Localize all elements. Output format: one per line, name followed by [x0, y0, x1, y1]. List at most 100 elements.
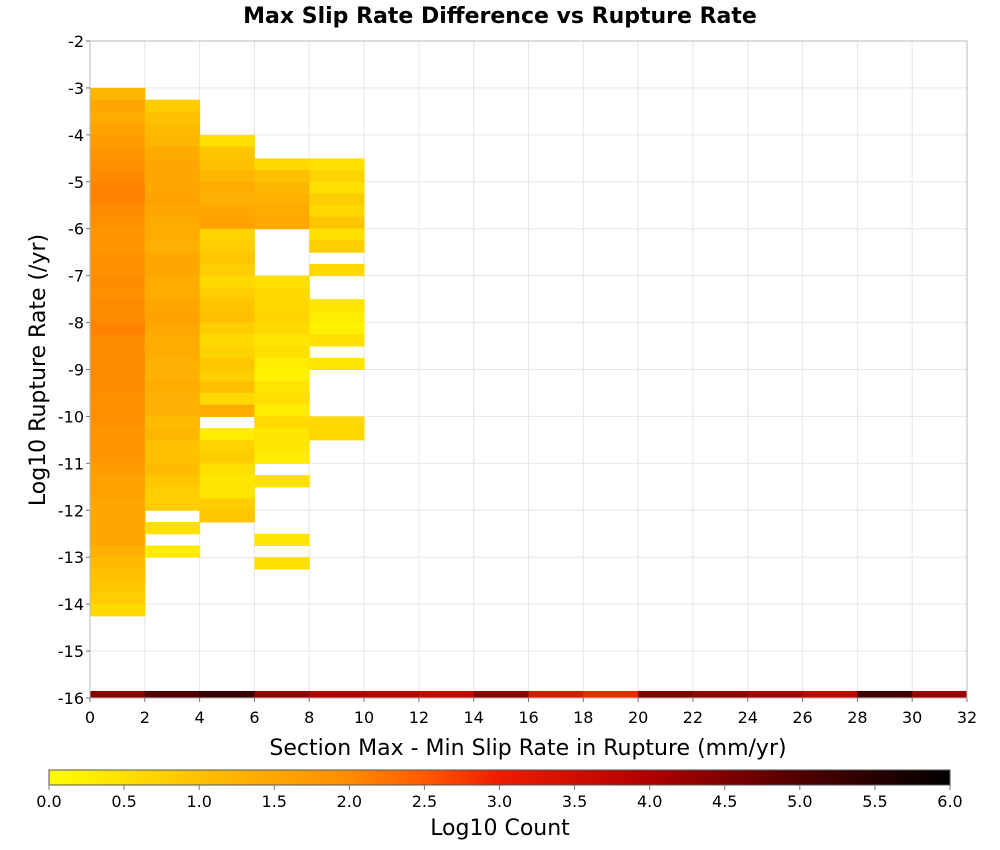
heatmap-cell	[144, 123, 201, 136]
x-tick-label: 32	[957, 708, 977, 727]
heatmap-cell	[199, 240, 255, 253]
heatmap-cell	[90, 392, 146, 406]
y-tick-label: -13	[58, 548, 84, 567]
heatmap-cell	[144, 522, 201, 535]
heatmap-cell	[90, 334, 146, 347]
heatmap-cell	[199, 205, 255, 218]
heatmap-cell	[144, 158, 201, 171]
heatmap-cell	[199, 275, 255, 288]
x-tick-label: 14	[464, 708, 484, 727]
heatmap-cell	[90, 146, 146, 159]
x-tick-label: 20	[628, 708, 648, 727]
heatmap-cell	[90, 310, 146, 324]
heatmap-cell	[199, 334, 255, 347]
heatmap-cell	[254, 170, 310, 183]
heatmap-cell	[309, 310, 365, 324]
heatmap-cell	[144, 463, 201, 476]
y-tick-label: -5	[68, 173, 84, 192]
heatmap-cell	[254, 299, 310, 312]
heatmap-cell	[199, 322, 255, 335]
heatmap-cell	[144, 346, 201, 359]
heatmap-cell	[144, 216, 201, 230]
heatmap-cell	[90, 439, 146, 453]
x-tick-label: 2	[140, 708, 150, 727]
colorbar-tick-label: 1.5	[262, 792, 287, 811]
heatmap-cell	[90, 568, 146, 582]
heatmap-cell	[90, 498, 146, 511]
heatmap-cells	[90, 87, 968, 698]
heatmap-cell	[90, 357, 146, 370]
heatmap-cell	[90, 123, 146, 136]
heatmap-cell	[144, 275, 201, 288]
heatmap-cell	[144, 486, 201, 500]
heatmap-cell	[802, 690, 858, 698]
heatmap-cell	[254, 428, 310, 441]
heatmap-cell	[199, 369, 255, 382]
chart-title: Max Slip Rate Difference vs Rupture Rate	[243, 4, 757, 29]
y-tick-label: -12	[58, 501, 84, 520]
heatmap-cell	[144, 439, 201, 453]
heatmap-cell	[90, 580, 146, 593]
heatmap-cell	[309, 181, 365, 195]
heatmap-cell	[199, 287, 255, 300]
x-tick-label: 8	[304, 708, 314, 727]
y-tick-label: -7	[68, 267, 84, 286]
heatmap-cell	[144, 334, 201, 347]
heatmap-cell	[309, 158, 365, 171]
heatmap-cell	[254, 451, 310, 464]
heatmap-cell	[90, 486, 146, 500]
y-tick-labels: -2 -3 -4 -5 -6 -7 -8 -9 -10 -11 -12 -13 -14 -15 -16	[58, 32, 90, 708]
heatmap-cell	[254, 181, 310, 195]
heatmap-cell	[254, 690, 310, 698]
heatmap-cell	[309, 690, 365, 698]
colorbar-tick-label: 4.5	[712, 792, 737, 811]
heatmap-cell	[309, 193, 365, 206]
heatmap-cell	[90, 690, 146, 698]
heatmap-cell	[90, 240, 146, 253]
heatmap-cell	[199, 510, 255, 523]
heatmap-cell	[90, 322, 146, 335]
heatmap-cell	[199, 498, 255, 511]
heatmap-cell	[254, 475, 310, 488]
heatmap-cell	[254, 158, 310, 171]
heatmap-cell	[144, 99, 201, 112]
y-tick-label: -2	[68, 32, 84, 51]
heatmap-cell	[199, 357, 255, 370]
heatmap-cell	[90, 134, 146, 148]
heatmap-cell	[254, 404, 310, 417]
heatmap-cell	[199, 690, 255, 698]
heatmap-cell	[309, 240, 365, 253]
heatmap-cell	[254, 533, 310, 546]
heatmap-cell	[254, 275, 310, 288]
heatmap-cell	[199, 299, 255, 312]
heatmap-cell	[90, 287, 146, 300]
heatmap-cell	[144, 545, 201, 558]
heatmap-cell	[144, 240, 201, 253]
heatmap-cell	[254, 557, 310, 570]
colorbar-tick-labels: 0.0 0.5 1.0 1.5 2.0 2.5 3.0 3.5 4.0 4.5 5.0 5.5 6.0	[36, 785, 963, 811]
x-tick-label: 4	[195, 708, 205, 727]
colorbar-tick-label: 2.0	[337, 792, 362, 811]
y-tick-label: -11	[58, 454, 84, 473]
heatmap-cell	[90, 193, 146, 206]
heatmap-cell	[254, 334, 310, 347]
colorbar-tick-label: 4.0	[637, 792, 662, 811]
y-tick-label: -9	[68, 361, 84, 380]
heatmap-cell	[90, 557, 146, 570]
colorbar-tick-label: 3.5	[562, 792, 587, 811]
x-tick-label: 30	[902, 708, 922, 727]
heatmap-cell	[199, 263, 255, 277]
heatmap-cell	[90, 381, 146, 394]
heatmap-cell	[144, 310, 201, 324]
heatmap-cell	[254, 346, 310, 359]
x-tick-label: 6	[249, 708, 259, 727]
heatmap-cell	[254, 322, 310, 335]
heatmap-cell	[90, 522, 146, 535]
colorbar-tick-label: 0.0	[36, 792, 61, 811]
y-tick-label: -4	[68, 126, 84, 145]
heatmap-cell	[254, 392, 310, 406]
heatmap-cell	[90, 205, 146, 218]
heatmap-cell	[309, 216, 365, 230]
y-tick-label: -10	[58, 407, 84, 426]
